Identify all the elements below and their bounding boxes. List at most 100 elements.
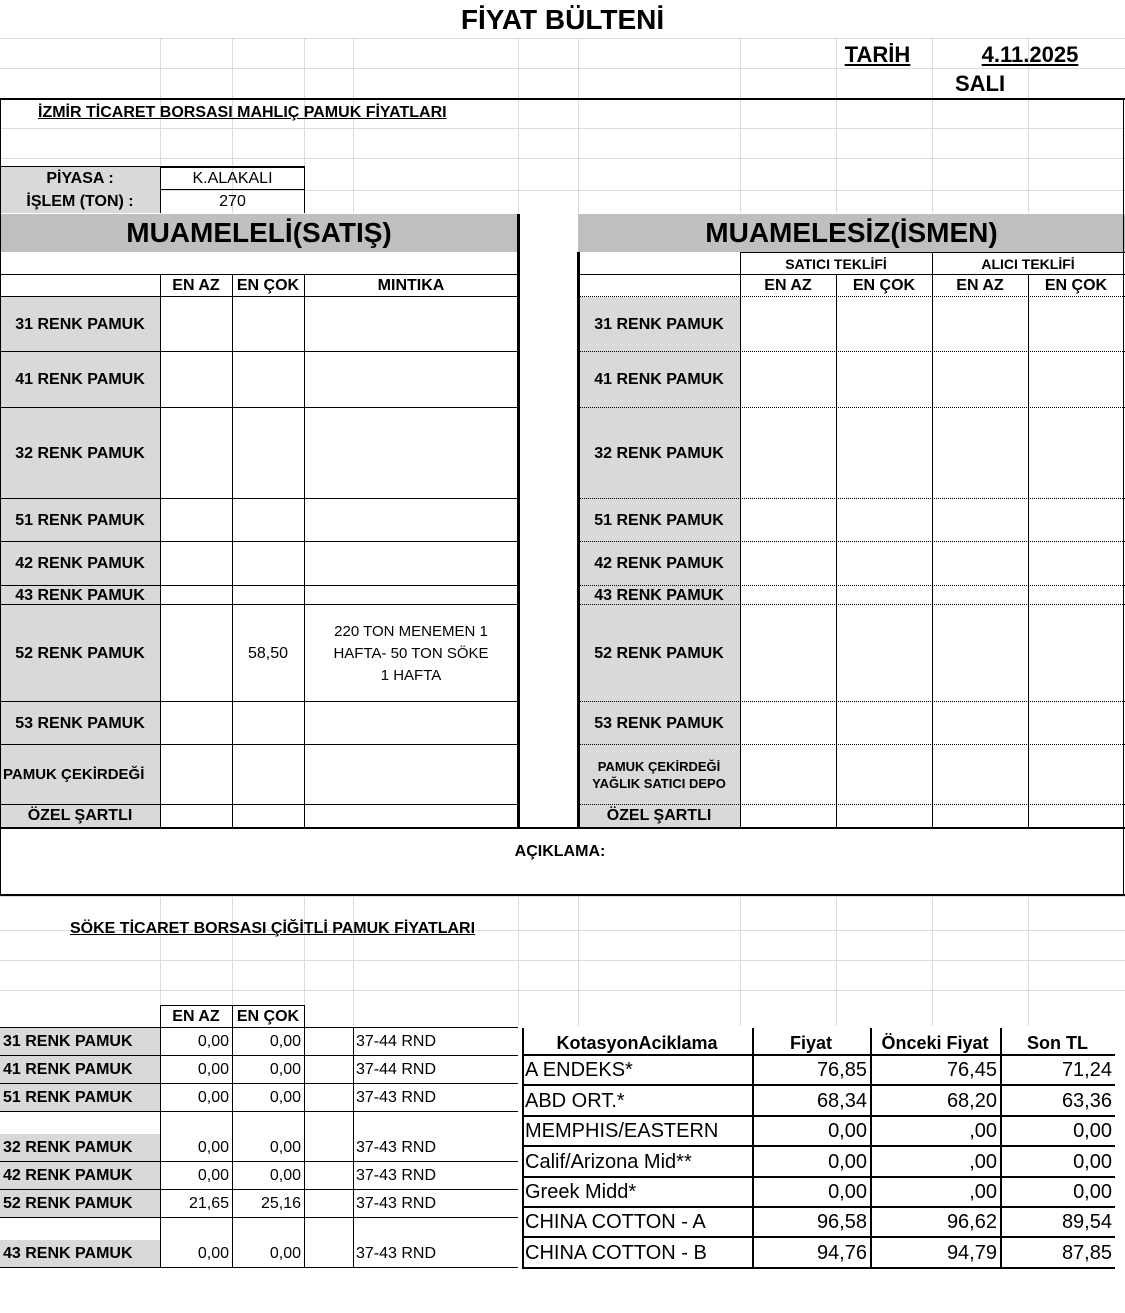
mintika-value <box>304 499 518 542</box>
soke-en-cok: 0,00 <box>269 1033 301 1050</box>
kotasyon-value: ,00 <box>969 1120 997 1142</box>
en-cok-value: 58,50 <box>247 644 289 662</box>
mintika-value <box>304 745 518 805</box>
kotasyon-value: 76,45 <box>946 1059 997 1081</box>
dotted-divider <box>578 541 1125 542</box>
en-az-value <box>160 499 232 542</box>
grid-line <box>0 190 1125 191</box>
grid-line <box>0 930 1125 931</box>
kotasyon-value: 71,24 <box>1061 1059 1112 1081</box>
kotasyon-name: ABD ORT.* <box>525 1089 625 1112</box>
soke-en-az: 0,00 <box>197 1245 229 1262</box>
grid-line <box>578 38 579 213</box>
soke-en-az: 0,00 <box>197 1167 229 1184</box>
grid-line <box>0 99 1 895</box>
grid-line <box>0 158 1125 159</box>
kotasyon-value: 96,62 <box>946 1211 997 1233</box>
grid-line <box>353 896 354 1026</box>
kotasyon-name: Calif/Arizona Mid** <box>525 1150 692 1173</box>
kotasyon-value: 94,79 <box>946 1241 997 1264</box>
day-value: SALI <box>954 71 1006 96</box>
mintika-value <box>304 542 518 586</box>
grid-line <box>232 275 233 827</box>
grid-line <box>0 1217 518 1218</box>
en-cok-value <box>232 745 304 805</box>
right-row-label: 51 RENK PAMUK <box>578 499 740 542</box>
grid-line <box>1123 99 1124 895</box>
soke-row-label: 31 RENK PAMUK <box>0 1028 160 1056</box>
row-label: 32 RENK PAMUK <box>0 408 160 499</box>
en-az-value <box>160 408 232 499</box>
kotasyon-name: CHINA COTTON - B <box>525 1241 707 1264</box>
soke-en-cok: 0,00 <box>269 1245 301 1262</box>
col-mintika: MINTIKA <box>377 277 445 294</box>
row-label: 31 RENK PAMUK <box>0 297 160 352</box>
grid-line <box>836 896 837 1026</box>
kotasyon-value: ,00 <box>969 1150 997 1173</box>
col-header: EN AZ <box>956 277 1004 294</box>
right-row-label: 31 RENK PAMUK <box>578 297 740 352</box>
grid-line <box>0 744 518 745</box>
grid-line <box>752 1028 754 1268</box>
soke-rnd: 37-43 RND <box>356 1139 437 1156</box>
kotasyon-value: 89,54 <box>1061 1211 1112 1233</box>
en-cok-value <box>232 542 304 586</box>
grid-line <box>0 827 1125 829</box>
satici-teklifi-label: SATICI TEKLİFİ <box>785 255 887 272</box>
grid-line <box>740 38 741 213</box>
grid-line <box>0 498 518 499</box>
kotasyon-value: 0,00 <box>828 1120 867 1142</box>
grid-line <box>522 1267 1115 1269</box>
en-cok-value <box>232 586 304 605</box>
grid-line <box>160 1005 161 1268</box>
soke-rnd: 37-43 RND <box>356 1245 437 1262</box>
kotasyon-value: 63,36 <box>1061 1089 1112 1112</box>
en-cok-value <box>232 702 304 745</box>
grid-line <box>232 1005 233 1268</box>
dotted-divider <box>578 407 1125 408</box>
grid-line <box>353 1028 354 1268</box>
kotasyon-name: Greek Midd* <box>525 1181 637 1203</box>
soke-rnd: 37-44 RND <box>356 1033 437 1050</box>
alici-teklifi-label: ALICI TEKLİFİ <box>981 255 1075 272</box>
grid-line <box>160 38 161 213</box>
mintika-value <box>304 586 518 605</box>
grid-line <box>1000 1028 1002 1268</box>
kotasyon-value: 0,00 <box>828 1181 867 1203</box>
grid-line <box>160 896 161 1026</box>
grid-line <box>578 274 1125 275</box>
kotasyon-value: 0,00 <box>1073 1150 1112 1173</box>
grid-line <box>740 252 741 827</box>
soke-col-en-az: EN AZ <box>172 1007 220 1025</box>
soke-col-en-cok: EN ÇOK <box>236 1007 300 1025</box>
kotasyon-value: 94,76 <box>816 1241 867 1264</box>
en-cok-value <box>232 499 304 542</box>
grid-line <box>0 1055 518 1056</box>
kotasyon-value: 0,00 <box>1073 1120 1112 1142</box>
kotasyon-name: CHINA COTTON - A <box>525 1211 706 1233</box>
dotted-divider <box>578 744 1125 745</box>
soke-row-label: 42 RENK PAMUK <box>0 1162 160 1190</box>
row-label: 43 RENK PAMUK <box>0 586 160 605</box>
grid-line <box>160 275 161 827</box>
right-row-label: 42 RENK PAMUK <box>578 542 740 586</box>
en-az-value <box>160 702 232 745</box>
row-label: PAMUK ÇEKİRDEĞİ <box>0 745 160 805</box>
soke-rnd: 37-43 RND <box>356 1167 437 1184</box>
row-label: 51 RENK PAMUK <box>0 499 160 542</box>
piyasa-value: K.ALAKALI <box>160 167 305 190</box>
kotasyon-name: A ENDEKS* <box>525 1059 633 1081</box>
grid-line <box>0 1027 518 1028</box>
soke-row-label: 41 RENK PAMUK <box>0 1056 160 1084</box>
grid-line <box>740 896 741 1026</box>
right-row-label: 43 RENK PAMUK <box>578 586 740 605</box>
kotasyon-header: Fiyat <box>789 1033 832 1053</box>
grid-line <box>0 804 518 805</box>
grid-line <box>0 1111 518 1112</box>
en-az-value <box>160 605 232 702</box>
dotted-divider <box>578 296 1125 297</box>
muameleli-title: MUAMELELİ(SATIŞ) <box>0 214 518 252</box>
mintika-value <box>304 297 518 352</box>
grid-line <box>0 1189 518 1190</box>
kotasyon-name: MEMPHIS/EASTERN <box>525 1120 719 1142</box>
